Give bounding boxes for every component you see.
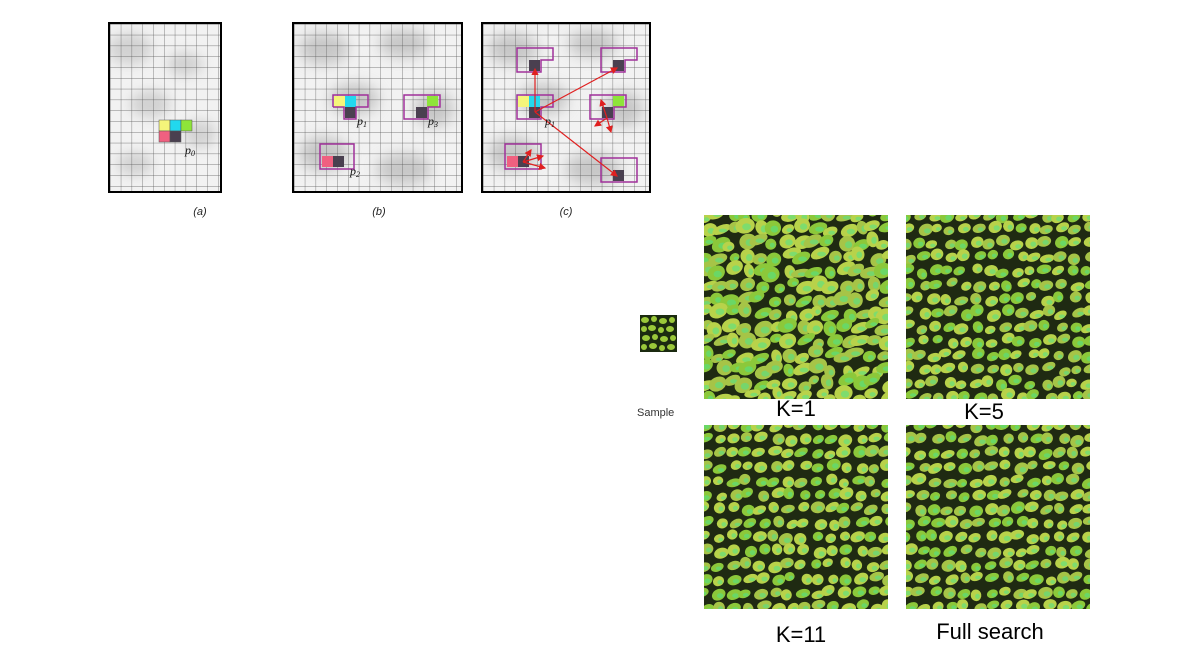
panel-c-caption: (c) <box>559 206 573 218</box>
panel-b: p1 p2 p3 <box>292 22 463 193</box>
label-k1: K=1 <box>776 396 816 421</box>
panel-a-grid: p0 <box>110 24 220 191</box>
p0-label: p0 <box>184 143 195 158</box>
sample-label: Sample <box>637 407 675 419</box>
panel-b-caption: (b) <box>372 206 386 218</box>
p3-label: p3 <box>427 114 438 129</box>
panel-a: p0 <box>108 22 222 193</box>
label-k5: K=5 <box>964 399 1004 424</box>
label-k11: K=11 <box>775 622 827 647</box>
p2-label: p2 <box>349 164 360 179</box>
label-full-search: Full search <box>936 619 1044 644</box>
panel-b-grid: p1 p2 p3 <box>294 24 461 191</box>
texture-k11 <box>704 425 888 609</box>
texture-k5 <box>906 215 1090 399</box>
texture-full <box>906 425 1090 609</box>
sample-texture <box>640 315 677 352</box>
p1-label-c: p1 <box>544 114 555 129</box>
texture-k1 <box>704 215 888 399</box>
p1-label: p1 <box>356 114 367 129</box>
panel-c: p1 <box>481 22 651 193</box>
panel-c-grid: p1 <box>483 24 649 191</box>
panel-a-caption: (a) <box>193 206 207 218</box>
